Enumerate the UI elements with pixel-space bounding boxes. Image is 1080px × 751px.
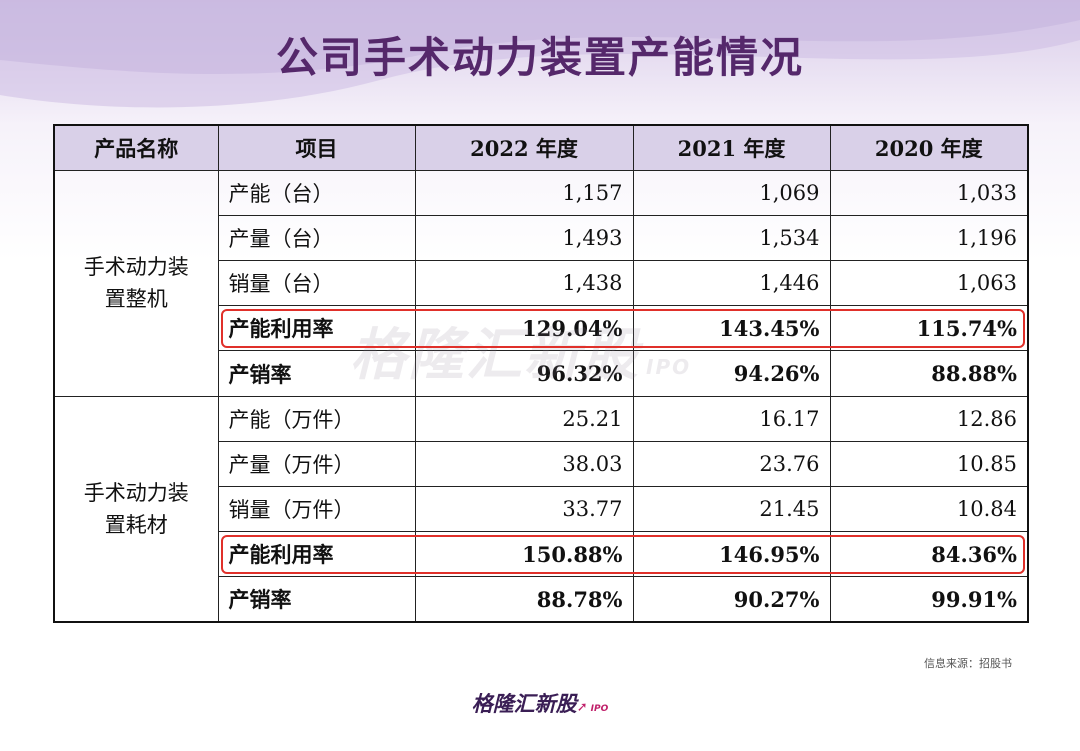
value-cell: 96.32% [414, 350, 634, 397]
value-cell: 10.84 [829, 485, 1029, 533]
item-cell: 产销率 [217, 350, 416, 397]
product-name-line: 置整机 [104, 287, 168, 312]
header-2020: 2020 年度 [829, 124, 1029, 171]
value-cell: 129.04% [414, 305, 634, 352]
value-cell: 1,196 [829, 214, 1029, 262]
value-cell: 21.45 [632, 485, 831, 533]
header-item: 项目 [217, 124, 416, 171]
value-cell: 1,063 [829, 260, 1029, 307]
brand-logo: 格隆汇新股➚ IPO [471, 692, 609, 716]
product-name-cell: 手术动力装 置整机 [53, 169, 219, 397]
value-cell: 1,493 [414, 214, 634, 262]
value-cell: 33.77 [414, 485, 634, 533]
product-name-line: 置耗材 [104, 512, 168, 537]
value-cell: 84.36% [829, 531, 1029, 578]
table-header-row: 产品名称 项目 2022 年度 2021 年度 2020 年度 [53, 124, 1029, 171]
table-row: 产销率 88.78% 90.27% 99.91% [54, 576, 1029, 623]
table-row: 产能利用率 150.88% 146.95% 84.36% [54, 531, 1029, 578]
table-row: 销量（台） 1,438 1,446 1,063 [54, 260, 1029, 307]
table-row: 产销率 96.32% 94.26% 88.88% [54, 350, 1029, 397]
header-wave-decoration [0, 0, 1080, 108]
value-cell: 38.03 [414, 440, 634, 488]
value-cell: 88.78% [414, 576, 634, 623]
value-cell: 143.45% [632, 305, 831, 352]
header-product: 产品名称 [53, 124, 219, 171]
value-cell: 150.88% [414, 531, 634, 578]
value-cell: 10.85 [829, 440, 1029, 488]
item-cell: 产量（台） [217, 214, 416, 262]
value-cell: 94.26% [632, 350, 831, 397]
value-cell: 115.74% [829, 305, 1029, 352]
value-cell: 1,033 [829, 169, 1029, 216]
table-row: 手术动力装 置耗材 产能（万件） 25.21 16.17 12.86 [53, 395, 1029, 623]
value-cell: 12.86 [829, 395, 1029, 442]
item-cell: 销量（万件） [217, 485, 416, 533]
value-cell: 99.91% [829, 576, 1029, 623]
value-cell: 23.76 [632, 440, 831, 488]
item-cell: 产能利用率 [217, 305, 416, 352]
value-cell: 1,446 [632, 260, 831, 307]
item-cell: 产能（万件） [217, 395, 416, 442]
source-note: 信息来源：招股书 [924, 657, 1012, 670]
value-cell: 146.95% [632, 531, 831, 578]
page-title: 公司手术动力装置产能情况 [275, 33, 804, 82]
table-row: 产能利用率 129.04% 143.45% 115.74% [54, 305, 1029, 352]
item-cell: 产能利用率 [217, 531, 416, 578]
item-cell: 产销率 [217, 576, 416, 623]
item-cell: 产能（台） [217, 169, 416, 216]
product-name-cell: 手术动力装 置耗材 [53, 395, 219, 623]
value-cell: 90.27% [632, 576, 831, 623]
header-2022: 2022 年度 [414, 124, 634, 171]
item-cell: 销量（台） [217, 260, 416, 307]
value-cell: 25.21 [414, 395, 634, 442]
value-cell: 16.17 [632, 395, 831, 442]
table-row: 手术动力装 置整机 产能（台） 1,157 1,069 1,033 [53, 169, 1029, 397]
header-2021: 2021 年度 [632, 124, 831, 171]
value-cell: 88.88% [829, 350, 1029, 397]
product-name-line: 手术动力装 [83, 480, 189, 505]
value-cell: 1,069 [632, 169, 831, 216]
value-cell: 1,157 [414, 169, 634, 216]
capacity-table: 产品名称 项目 2022 年度 2021 年度 2020 年度 手术动力装 置整机… [53, 124, 1029, 624]
product-name-line: 手术动力装 [83, 255, 189, 280]
table-row: 销量（万件） 33.77 21.45 10.84 [54, 485, 1029, 533]
table-row: 产量（台） 1,493 1,534 1,196 [54, 214, 1029, 262]
table-row: 产量（万件） 38.03 23.76 10.85 [54, 440, 1029, 488]
value-cell: 1,438 [414, 260, 634, 307]
value-cell: 1,534 [632, 214, 831, 262]
item-cell: 产量（万件） [217, 440, 416, 488]
